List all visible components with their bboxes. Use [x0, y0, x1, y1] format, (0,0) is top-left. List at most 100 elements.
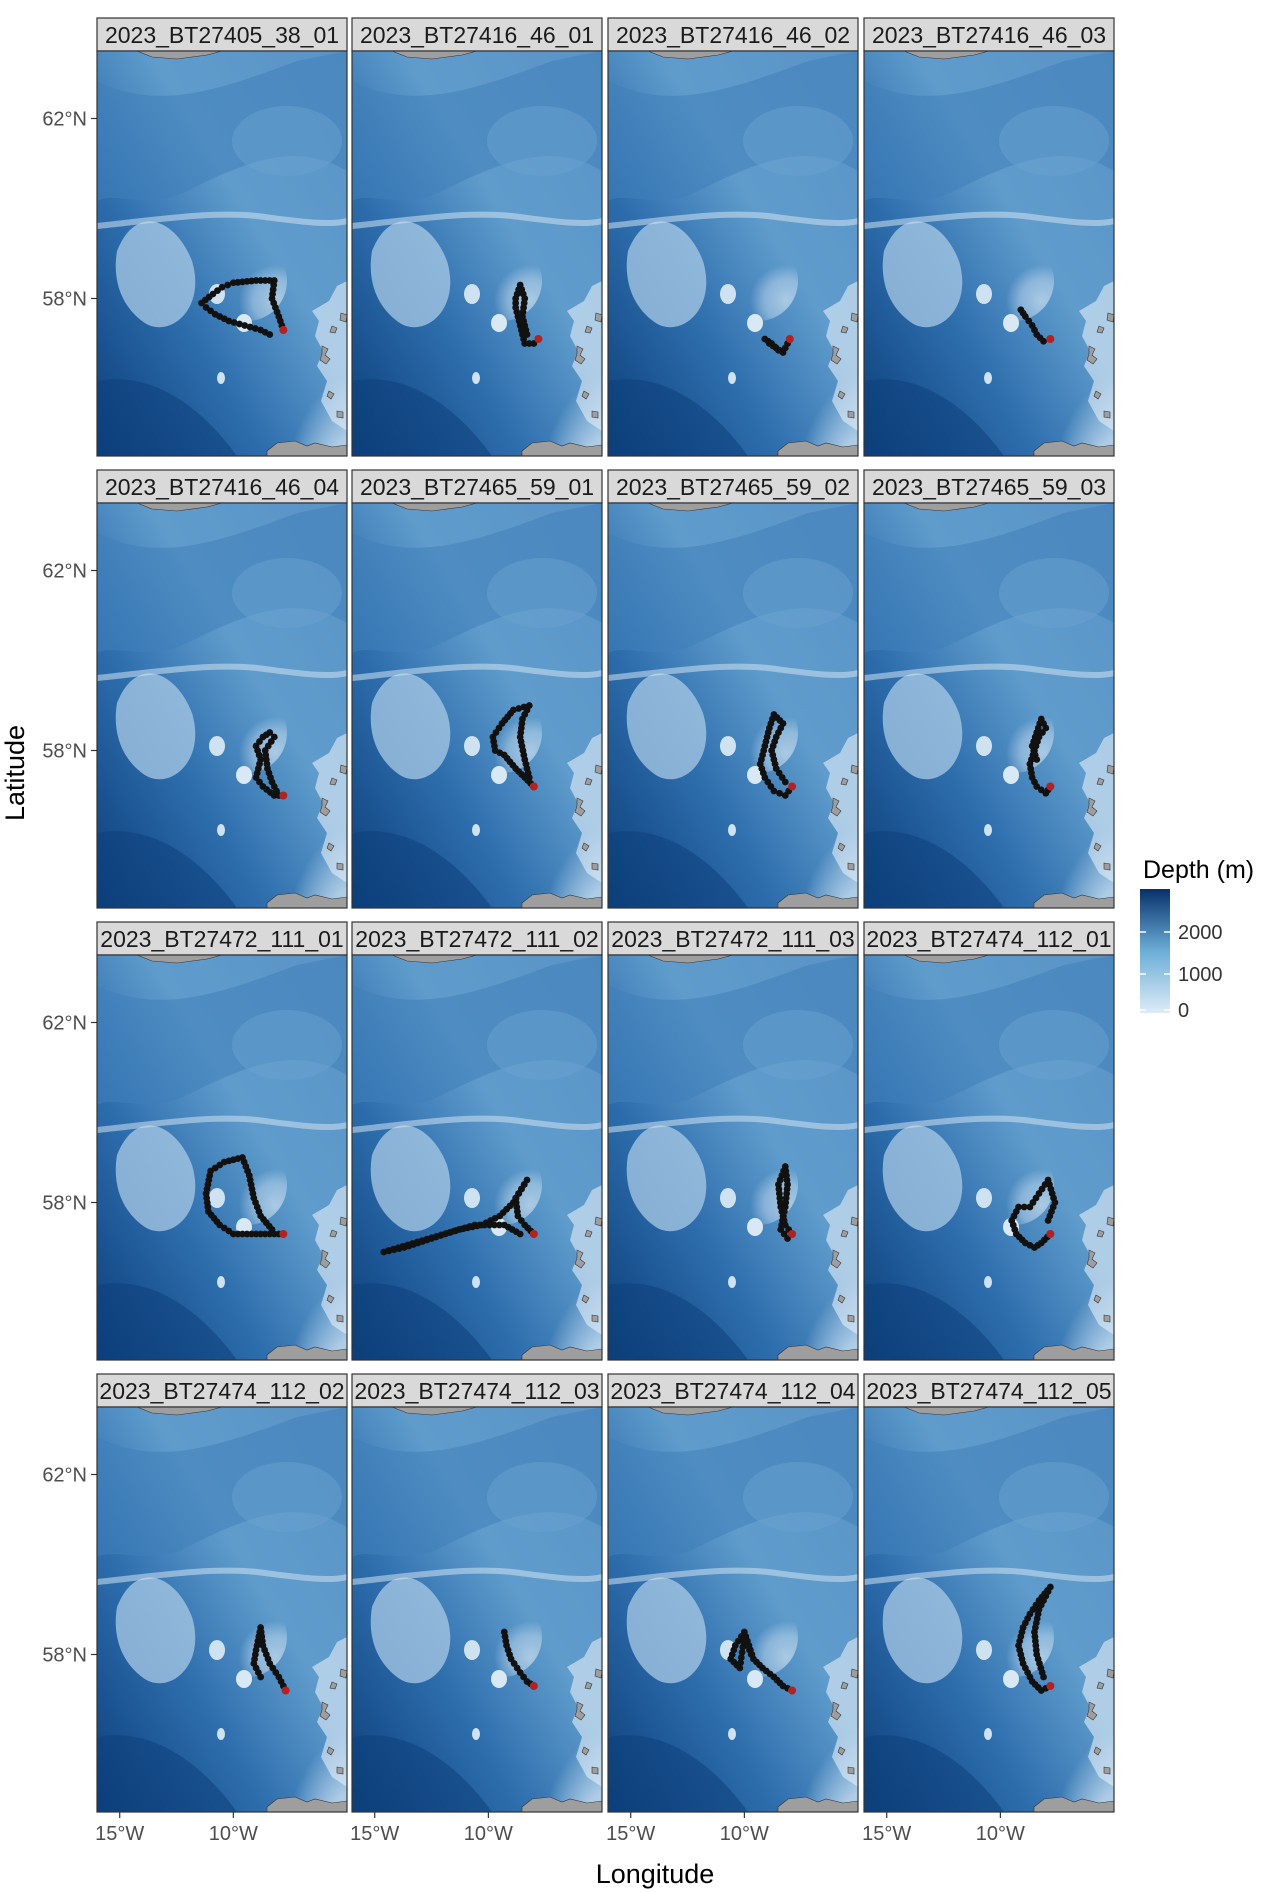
map-panel: 2023_BT27472_111_02 [351, 921, 603, 1361]
track-point [476, 1221, 484, 1229]
track-point [516, 1230, 524, 1238]
map-panel: 2023_BT27416_46_03 [863, 17, 1115, 457]
track-point [241, 322, 249, 329]
panel-title: 2023_BT27416_46_04 [105, 474, 339, 500]
deployment-point [1046, 1682, 1055, 1690]
panel-border [351, 1406, 603, 1813]
x-tick-label: 15°W [350, 1823, 399, 1845]
map-panel: 2023_BT27465_59_03 [863, 469, 1115, 909]
depth-legend: Depth (m) 2000 1000 0 [1140, 856, 1254, 1022]
map-panel: 2023_BT27465_59_02 [607, 469, 859, 909]
y-tick-label: 58°N [42, 741, 87, 763]
panel-border [96, 1406, 348, 1813]
x-tick-label: 10°W [720, 1823, 769, 1845]
track-point [1020, 1203, 1028, 1211]
track-point [738, 1648, 746, 1656]
x-tick-label: 10°W [976, 1823, 1025, 1845]
track-point [737, 1654, 745, 1661]
panel-title: 2023_BT27474_112_05 [866, 1378, 1111, 1404]
panel-strip [351, 469, 603, 504]
panel-title: 2023_BT27474_112_01 [866, 926, 1111, 952]
deployment-point [279, 791, 288, 800]
panel-title: 2023_BT27474_112_03 [354, 1378, 599, 1404]
panel-title: 2023_BT27474_112_02 [99, 1378, 344, 1404]
panel-strip [96, 1373, 348, 1408]
deployment-point [534, 335, 543, 343]
map-panel: 2023_BT27465_59_01 [351, 469, 603, 909]
track-point [266, 331, 274, 338]
legend-label-1000: 1000 [1178, 964, 1223, 986]
deployment-point [529, 1682, 538, 1690]
panel-strip [863, 921, 1115, 956]
deployment-point [788, 1230, 797, 1238]
map-panel: 2023_BT27416_46_02 [607, 17, 859, 457]
track-point [491, 1221, 498, 1229]
y-tick-label: 58°N [42, 1193, 87, 1215]
panel-strip [351, 1373, 603, 1408]
panel-title: 2023_BT27416_46_02 [616, 22, 850, 48]
deployment-point [529, 1230, 538, 1238]
bathymetry-layer [97, 1407, 387, 1892]
deployment-point [281, 1686, 290, 1695]
legend-color-bar [1140, 889, 1170, 1013]
panel-title: 2023_BT27472_111_03 [611, 926, 854, 952]
panel-strip [863, 1373, 1115, 1408]
track-point [1017, 306, 1025, 314]
map-panel: 2023_BT27474_112_02 [96, 1373, 387, 1892]
panel-border [863, 1406, 1115, 1813]
y-axis-title: Latitude [0, 725, 30, 821]
y-tick-label: 58°N [42, 289, 87, 311]
track-point [266, 729, 274, 736]
panel-border [607, 50, 859, 457]
track-point [486, 1221, 493, 1229]
panel-strip [607, 921, 859, 956]
track-point [523, 331, 531, 338]
deployment-point [1046, 1230, 1055, 1238]
track-point [251, 325, 259, 332]
track-point [500, 1628, 508, 1636]
panel-title: 2023_BT27472_111_02 [355, 926, 598, 952]
map-panel: 2023_BT27474_112_04 [607, 1373, 859, 1813]
panel-border [96, 502, 348, 909]
y-tick-label: 58°N [42, 1645, 87, 1667]
x-tick-label: 15°W [862, 1823, 911, 1845]
panel-border [863, 502, 1115, 909]
panel-border [96, 50, 348, 457]
panel-border [863, 50, 1115, 457]
map-panel: 2023_BT27474_112_01 [863, 921, 1115, 1361]
deployment-point [279, 1230, 288, 1238]
track-point [273, 787, 280, 795]
track-point [230, 319, 238, 326]
y-tick-label: 62°N [42, 109, 87, 131]
panel-title: 2023_BT27416_46_03 [872, 22, 1106, 48]
deployment-point [1046, 335, 1055, 343]
track-point [736, 1664, 744, 1672]
track-point [775, 346, 782, 354]
deployment-point [785, 335, 794, 343]
track-point [776, 789, 783, 797]
panel-strip [96, 17, 348, 52]
bathymetry-layer [352, 1407, 642, 1892]
track-point [224, 281, 232, 289]
map-panel: 2023_BT27474_112_05 [863, 1373, 1115, 1813]
map-panel: 2023_BT27416_46_04 [96, 469, 348, 909]
panel-border [351, 502, 603, 909]
track-point [481, 1221, 488, 1229]
panel-strip [351, 17, 603, 52]
track-point [1040, 1673, 1047, 1681]
track-point [268, 1226, 276, 1233]
panel-border [351, 50, 603, 457]
track-point [229, 279, 237, 287]
map-panel: 2023_BT27472_111_03 [607, 921, 859, 1361]
track-point [509, 706, 517, 714]
y-tick-label: 62°N [42, 561, 87, 583]
panel-border [607, 1406, 859, 1813]
track-point [737, 1659, 744, 1667]
track-point [1044, 1217, 1052, 1224]
deployment-point [529, 782, 538, 791]
track-point [525, 774, 533, 781]
panel-title: 2023_BT27416_46_01 [360, 22, 594, 48]
track-point [781, 778, 789, 786]
track-point [495, 1221, 503, 1229]
